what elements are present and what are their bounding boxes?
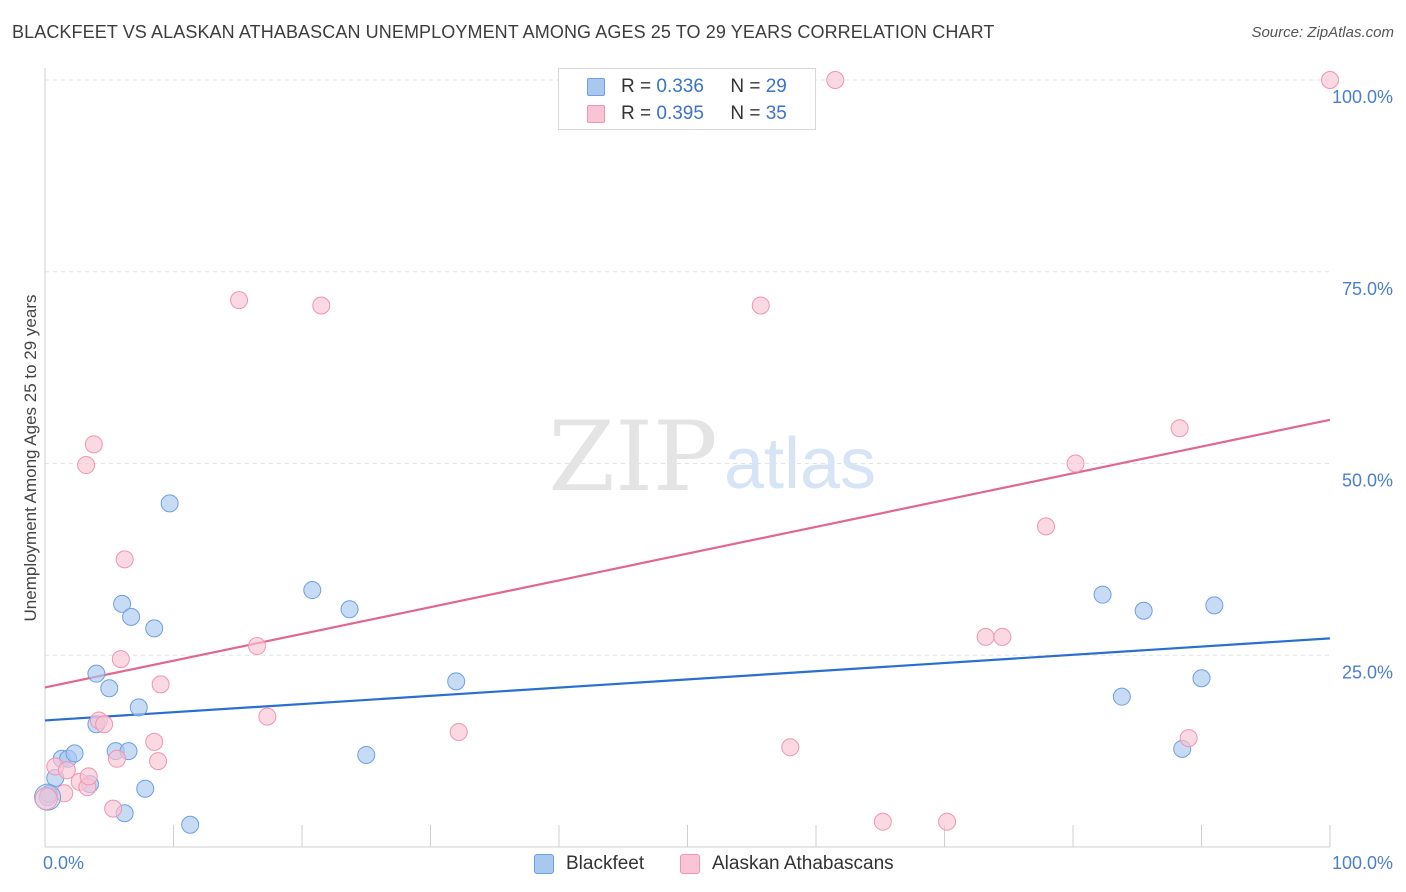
alaskan-point <box>115 550 134 569</box>
legend-n-label: N = <box>730 103 766 124</box>
blackfeet-point <box>1093 585 1112 604</box>
alaskan-point <box>95 715 114 734</box>
y-tick-label: 50.0% <box>1342 471 1393 491</box>
alaskan-point <box>107 749 126 768</box>
legend-swatch-blackfeet <box>587 78 605 96</box>
blackfeet-point <box>1134 601 1153 620</box>
legend-r-value: 0.336 <box>656 76 704 97</box>
blackfeet-point <box>100 679 119 698</box>
blackfeet-point <box>145 619 164 638</box>
alaskan-point <box>230 291 249 310</box>
grid-lines <box>45 79 1330 656</box>
legend-swatch-alaskan <box>587 105 605 123</box>
bottom-legend-blackfeet: Blackfeet <box>534 851 644 877</box>
alaskan-point <box>938 812 957 831</box>
blackfeet-point <box>181 815 200 834</box>
alaskan-point <box>976 627 995 646</box>
blackfeet-point <box>1112 687 1131 706</box>
alaskan-point <box>151 675 170 694</box>
x-tick-label: 0.0% <box>43 853 84 873</box>
bottom-legend-label-alaskan: Alaskan Athabascans <box>712 853 894 874</box>
legend-n-value: 35 <box>765 103 787 124</box>
legend: R = 0.336 N = 29 R = 0.395 N = 35 <box>558 68 816 130</box>
alaskan-point <box>77 456 96 475</box>
trend-line-blackfeet <box>44 637 1331 722</box>
blackfeet-point <box>303 581 322 600</box>
alaskan-point <box>312 296 331 315</box>
blackfeet-point <box>1205 596 1224 615</box>
blackfeet-point <box>357 745 376 764</box>
alaskan-point <box>449 722 468 741</box>
data-points <box>34 71 1339 834</box>
series-blackfeet <box>39 494 1224 834</box>
blackfeet-point <box>447 672 466 691</box>
blackfeet-point <box>136 779 155 798</box>
chart-title: BLACKFEET VS ALASKAN ATHABASCAN UNEMPLOY… <box>12 22 995 42</box>
alaskan-point <box>1170 419 1189 438</box>
alaskan-point <box>781 738 800 757</box>
blackfeet-point <box>340 600 359 619</box>
alaskan-point <box>1037 517 1056 536</box>
source-label: Source: ZipAtlas.com <box>1251 24 1394 41</box>
blackfeet-point <box>160 494 179 513</box>
alaskan-point <box>104 799 123 818</box>
blackfeet-point <box>1192 669 1211 688</box>
blackfeet-point <box>129 698 148 717</box>
y-tick-label: 25.0% <box>1342 662 1393 682</box>
alaskan-point <box>1321 71 1339 89</box>
alaskan-point <box>34 787 58 811</box>
watermark-zip: ZIP <box>548 401 717 513</box>
series-alaskan-athabascans <box>38 71 1339 831</box>
y-tick-label: 75.0% <box>1342 279 1393 299</box>
alaskan-point <box>79 767 98 786</box>
legend-r-label: R = <box>621 76 657 97</box>
alaskan-point <box>873 812 892 831</box>
watermark-atlas: atlas <box>724 424 876 504</box>
blackfeet-point <box>122 607 141 626</box>
alaskan-point <box>57 761 76 780</box>
alaskan-point <box>993 627 1012 646</box>
bottom-legend-swatch-alaskan <box>680 854 700 874</box>
alaskan-point <box>1066 454 1085 473</box>
alaskan-point <box>826 71 845 89</box>
y-tick-label: 100.0% <box>1332 87 1393 107</box>
alaskan-point <box>38 788 57 807</box>
alaskan-point <box>145 732 164 751</box>
alaskan-point <box>149 752 168 771</box>
bottom-legend-swatch-blackfeet <box>534 854 554 874</box>
legend-n-label: N = <box>730 76 766 97</box>
alaskan-point <box>248 637 267 656</box>
watermark: ZIP atlas <box>548 401 876 513</box>
x-tick-label: 100.0% <box>1332 853 1393 873</box>
y-axis-label: Unemployment Among Ages 25 to 29 years <box>21 295 40 622</box>
legend-r-label: R = <box>621 103 657 124</box>
bottom-legend-label-blackfeet: Blackfeet <box>566 853 645 874</box>
alaskan-point <box>84 435 103 454</box>
alaskan-point <box>258 707 277 726</box>
blackfeet-point <box>113 594 132 613</box>
alaskan-point <box>751 296 770 315</box>
blackfeet-point <box>65 744 84 763</box>
legend-n-value: 29 <box>765 76 787 97</box>
bottom-legend-alaskan: Alaskan Athabascans <box>680 851 894 877</box>
legend-r-value: 0.395 <box>656 103 704 124</box>
tick-labels: 100.0% 75.0% 50.0% 25.0% 0.0% 100.0% <box>43 87 1393 873</box>
blackfeet-point <box>87 664 106 683</box>
alaskan-point <box>1179 729 1198 748</box>
alaskan-point <box>111 650 130 669</box>
